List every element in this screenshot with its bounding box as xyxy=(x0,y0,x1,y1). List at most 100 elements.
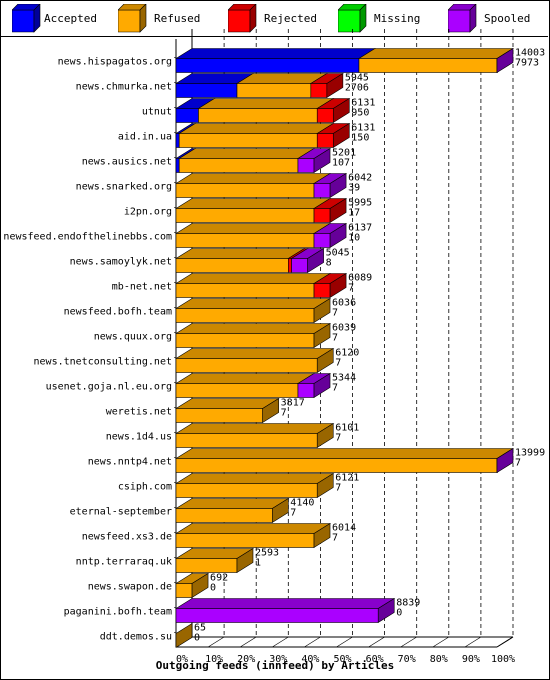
category-label: newsfeed.endofthelinebbs.com xyxy=(3,232,172,243)
bar-top-spooled xyxy=(174,598,396,609)
x-axis-title: Outgoing feeds (innfeed) by Articles xyxy=(155,659,395,672)
data-label-accepted: 7 xyxy=(515,458,521,469)
data-label-offered: 14003 xyxy=(515,48,545,59)
category-label: aid.in.ua xyxy=(118,132,172,143)
data-label-offered: 6039 xyxy=(332,323,356,334)
category-label: i2pn.org xyxy=(124,207,172,218)
data-label-offered: 5344 xyxy=(332,373,356,384)
bar-top-refused xyxy=(174,473,335,484)
data-label-offered: 2593 xyxy=(255,548,279,559)
bar-top-refused xyxy=(174,348,335,359)
bar-top-refused xyxy=(174,373,316,384)
bar-segment-refused xyxy=(358,58,498,73)
data-label-accepted: 7973 xyxy=(515,58,539,69)
bar-side xyxy=(313,322,331,349)
bar-top-refused xyxy=(174,498,290,509)
data-label-accepted: 0 xyxy=(210,583,216,594)
bar-segment-rejected xyxy=(310,83,328,98)
data-label-offered: 5045 xyxy=(326,248,350,259)
bar-side xyxy=(329,222,347,249)
bar-side xyxy=(191,572,209,599)
bar-segment-refused xyxy=(175,383,299,398)
bar-side xyxy=(271,497,289,524)
x-tick-label: 60% xyxy=(366,654,384,665)
bar-top-refused xyxy=(174,173,332,184)
bar-segment-refused xyxy=(198,108,318,123)
bar-side xyxy=(329,197,347,224)
bar-segment-refused xyxy=(175,333,315,348)
bar-segment-rejected xyxy=(313,208,331,223)
legend-label-rejected: Rejected xyxy=(264,12,317,25)
bar-segment-spooled xyxy=(175,608,379,623)
category-label: news.swapon.de xyxy=(88,582,172,593)
data-label-offered: 6042 xyxy=(348,173,372,184)
bar-top-refused xyxy=(174,198,332,209)
category-label: usenet.goja.nl.eu.org xyxy=(46,382,172,393)
bar-segment-spooled xyxy=(297,383,315,398)
bar-segment-accepted xyxy=(175,158,180,173)
bar-segment-spooled xyxy=(297,158,315,173)
data-label-accepted: 950 xyxy=(351,108,369,119)
x-tick-depth xyxy=(207,636,225,648)
data-label-offered: 6121 xyxy=(335,473,359,484)
category-label: ddt.demos.su xyxy=(100,632,172,643)
legend: Accepted Refused Rejected Missing Sp xyxy=(0,0,548,37)
x-tick-label: 100% xyxy=(491,654,515,665)
bar-top-refused xyxy=(174,448,515,459)
category-label: news.1d4.us xyxy=(106,432,172,443)
category-label: eternal-september xyxy=(70,507,172,518)
category-label: csiph.com xyxy=(118,482,172,493)
data-label-offered: 6137 xyxy=(348,223,372,234)
data-label-accepted: 7 xyxy=(332,308,338,319)
data-label-offered: 6120 xyxy=(335,348,359,359)
data-label-accepted: 2706 xyxy=(345,83,369,94)
data-label-accepted: 150 xyxy=(351,133,369,144)
bar-side xyxy=(313,147,331,174)
bar-top-accepted xyxy=(174,48,377,59)
x-tick-label: 30% xyxy=(269,654,287,665)
data-label-offered: 5945 xyxy=(345,73,369,84)
x-tick-label: 10% xyxy=(205,654,223,665)
bar-segment-refused xyxy=(175,433,318,448)
x-tick-label: 90% xyxy=(462,654,480,665)
data-label-offered: 4140 xyxy=(290,498,314,509)
bar-segment-refused xyxy=(175,583,193,598)
x-tick-depth xyxy=(464,636,482,648)
data-label-accepted: 8 xyxy=(326,258,332,269)
bar-top-refused xyxy=(174,273,332,284)
category-label: newsfeed.xs3.de xyxy=(82,532,172,543)
bar-segment-refused xyxy=(175,283,315,298)
bar-segment-accepted xyxy=(175,108,199,123)
bar-segment-refused xyxy=(175,508,273,523)
category-label: weretis.net xyxy=(106,407,172,418)
bar-side xyxy=(332,122,350,149)
bar-segment-spooled xyxy=(313,183,331,198)
x-tick-depth xyxy=(496,636,514,648)
data-label-accepted: 7 xyxy=(348,283,354,294)
bar-segment-accepted xyxy=(175,58,360,73)
x-tick-label: 50% xyxy=(333,654,351,665)
data-label-offered: 6131 xyxy=(351,98,375,109)
bar-top-refused xyxy=(178,123,335,134)
legend-label-refused: Refused xyxy=(154,12,201,25)
bar-segment-refused xyxy=(175,233,315,248)
category-label: utnut xyxy=(142,107,172,118)
bar-segment-refused xyxy=(175,558,238,573)
bar-top-refused xyxy=(174,223,332,234)
bar-side xyxy=(332,97,350,124)
bar-side xyxy=(329,172,347,199)
bar-segment-accepted xyxy=(175,133,180,148)
data-label-offered: 5201 xyxy=(332,148,356,159)
data-label-offered: 692 xyxy=(210,573,228,584)
bar-segment-rejected xyxy=(316,108,334,123)
bar-top-refused xyxy=(357,48,515,59)
data-label-accepted: 7 xyxy=(335,433,341,444)
data-label-accepted: 7 xyxy=(335,483,341,494)
legend-label-spooled: Spooled xyxy=(484,12,531,25)
data-label-offered: 6089 xyxy=(348,273,372,284)
bar-top-refused xyxy=(174,323,332,334)
bar-segment-refused xyxy=(175,533,315,548)
bar-top-refused xyxy=(174,298,332,309)
data-label-offered: 8839 xyxy=(396,598,420,609)
data-label-offered: 6101 xyxy=(335,423,359,434)
